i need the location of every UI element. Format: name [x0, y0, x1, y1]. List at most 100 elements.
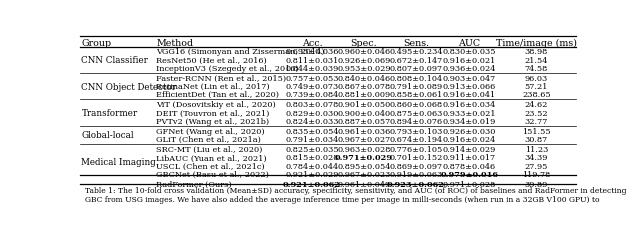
Text: 0.923±0.062: 0.923±0.062	[387, 180, 445, 188]
Text: 0.914±0.029: 0.914±0.029	[443, 146, 496, 153]
Text: 0.913±0.066: 0.913±0.066	[443, 83, 496, 91]
Text: 0.784±0.044: 0.784±0.044	[285, 162, 339, 170]
Text: 11.23: 11.23	[525, 146, 548, 153]
Text: PVTv2 (Wang et al., 2021b): PVTv2 (Wang et al., 2021b)	[156, 117, 269, 125]
Text: 0.936±0.024: 0.936±0.024	[443, 65, 496, 73]
Text: 0.858±0.061: 0.858±0.061	[389, 91, 443, 99]
Text: InceptionV3 (Szegedy et al., 2016): InceptionV3 (Szegedy et al., 2016)	[156, 65, 299, 73]
Text: Sens.: Sens.	[403, 39, 429, 48]
Text: Method: Method	[156, 39, 193, 48]
Text: 24.62: 24.62	[525, 101, 548, 109]
Text: 32.77: 32.77	[525, 117, 548, 125]
Text: 0.844±0.039: 0.844±0.039	[285, 65, 339, 73]
Text: 0.829±0.030: 0.829±0.030	[285, 109, 339, 117]
Text: 0.921±0.029: 0.921±0.029	[285, 170, 339, 178]
Text: Acc.: Acc.	[301, 39, 322, 48]
Text: 0.916±0.041: 0.916±0.041	[443, 91, 496, 99]
Text: 96.03: 96.03	[525, 75, 548, 83]
Text: 0.967±0.027: 0.967±0.027	[337, 136, 390, 143]
Text: DEIT (Touvron et al., 2021): DEIT (Touvron et al., 2021)	[156, 109, 269, 117]
Text: 238.65: 238.65	[522, 91, 550, 99]
Text: CNN Object Detector: CNN Object Detector	[81, 82, 177, 91]
Text: GFNet (Wang et al., 2020): GFNet (Wang et al., 2020)	[156, 127, 265, 135]
Text: 0.881±0.009: 0.881±0.009	[337, 91, 390, 99]
Text: 0.960±0.046: 0.960±0.046	[337, 48, 390, 56]
Text: 0.926±0.069: 0.926±0.069	[337, 56, 390, 64]
Text: AUC: AUC	[458, 39, 481, 48]
Text: SRC-MT (Liu et al., 2020): SRC-MT (Liu et al., 2020)	[156, 146, 263, 153]
Text: 0.693±0.036: 0.693±0.036	[285, 48, 339, 56]
Text: 0.739±0.084: 0.739±0.084	[285, 91, 339, 99]
Text: 0.495±0.234: 0.495±0.234	[389, 48, 443, 56]
Text: 0.961±0.049: 0.961±0.049	[337, 180, 390, 188]
Text: 0.749±0.073: 0.749±0.073	[285, 83, 339, 91]
Text: 0.953±0.029: 0.953±0.029	[337, 65, 390, 73]
Text: 0.979±0.016: 0.979±0.016	[440, 170, 499, 178]
Text: 0.808±0.104: 0.808±0.104	[390, 75, 443, 83]
Text: 0.887±0.057: 0.887±0.057	[337, 117, 390, 125]
Text: 0.830±0.035: 0.830±0.035	[443, 48, 496, 56]
Text: 0.895±0.054: 0.895±0.054	[337, 162, 390, 170]
Text: 0.901±0.050: 0.901±0.050	[337, 101, 390, 109]
Text: 0.916±0.034: 0.916±0.034	[443, 101, 496, 109]
Text: 0.967±0.023: 0.967±0.023	[337, 170, 390, 178]
Text: 0.963±0.028: 0.963±0.028	[337, 146, 390, 153]
Text: 0.916±0.024: 0.916±0.024	[443, 136, 496, 143]
Text: 0.860±0.068: 0.860±0.068	[390, 101, 443, 109]
Text: Global-local: Global-local	[81, 131, 134, 140]
Text: 151.55: 151.55	[522, 127, 550, 135]
Text: 0.776±0.105: 0.776±0.105	[389, 146, 443, 153]
Text: 0.919±0.063: 0.919±0.063	[389, 170, 443, 178]
Text: 0.807±0.097: 0.807±0.097	[390, 65, 443, 73]
Text: 0.815±0.028: 0.815±0.028	[285, 154, 339, 162]
Text: 0.926±0.030: 0.926±0.030	[443, 127, 496, 135]
Text: 0.875±0.063: 0.875±0.063	[389, 109, 443, 117]
Text: 23.52: 23.52	[525, 109, 548, 117]
Text: 0.840±0.046: 0.840±0.046	[337, 75, 390, 83]
Text: 0.867±0.078: 0.867±0.078	[337, 83, 390, 91]
Text: GBCNet (Basu et al., 2022): GBCNet (Basu et al., 2022)	[156, 170, 269, 178]
Text: 38.98: 38.98	[525, 48, 548, 56]
Text: ViT (Dosovitskiy et al., 2020): ViT (Dosovitskiy et al., 2020)	[156, 101, 276, 109]
Text: 0.701±0.152: 0.701±0.152	[389, 154, 443, 162]
Text: 0.869±0.097: 0.869±0.097	[390, 162, 443, 170]
Text: RadFormer (Ours): RadFormer (Ours)	[156, 180, 232, 188]
Text: 0.791±0.089: 0.791±0.089	[390, 83, 443, 91]
Text: 0.824±0.033: 0.824±0.033	[285, 117, 339, 125]
Text: 74.58: 74.58	[525, 65, 548, 73]
Text: 0.672±0.147: 0.672±0.147	[389, 56, 443, 64]
Text: 0.894±0.076: 0.894±0.076	[390, 117, 443, 125]
Text: Spec.: Spec.	[351, 39, 377, 48]
Text: 0.900±0.040: 0.900±0.040	[337, 109, 390, 117]
Text: 27.95: 27.95	[525, 162, 548, 170]
Text: USCL (Chen et al., 2021c): USCL (Chen et al., 2021c)	[156, 162, 265, 170]
Text: Group: Group	[82, 39, 112, 48]
Text: 0.835±0.054: 0.835±0.054	[285, 127, 339, 135]
Text: 0.825±0.035: 0.825±0.035	[285, 146, 339, 153]
Text: 0.933±0.021: 0.933±0.021	[443, 109, 496, 117]
Text: 0.961±0.036: 0.961±0.036	[337, 127, 390, 135]
Text: 0.971±0.028: 0.971±0.028	[443, 180, 496, 188]
Text: EfficientDet (Tan et al., 2020): EfficientDet (Tan et al., 2020)	[156, 91, 280, 99]
Text: 0.903±0.047: 0.903±0.047	[443, 75, 496, 83]
Text: Faster-RCNN (Ren et al., 2015): Faster-RCNN (Ren et al., 2015)	[156, 75, 287, 83]
Text: 0.878±0.046: 0.878±0.046	[443, 162, 496, 170]
Text: Medical Imaging: Medical Imaging	[81, 157, 156, 166]
Text: 119.78: 119.78	[522, 170, 550, 178]
Text: 0.934±0.019: 0.934±0.019	[443, 117, 496, 125]
Text: 34.39: 34.39	[525, 154, 548, 162]
Text: 0.791±0.034: 0.791±0.034	[285, 136, 339, 143]
Text: 0.674±0.194: 0.674±0.194	[390, 136, 443, 143]
Text: LibAUC (Yuan et al., 2021): LibAUC (Yuan et al., 2021)	[156, 154, 267, 162]
Text: 30.87: 30.87	[525, 136, 548, 143]
Text: 0.921±0.062: 0.921±0.062	[283, 180, 341, 188]
Text: 0.803±0.078: 0.803±0.078	[285, 101, 339, 109]
Text: 0.793±0.103: 0.793±0.103	[389, 127, 443, 135]
Text: RetinaNet (Lin et al., 2017): RetinaNet (Lin et al., 2017)	[156, 83, 270, 91]
Text: 0.911±0.017: 0.911±0.017	[443, 154, 496, 162]
Text: ResNet50 (He et al., 2016): ResNet50 (He et al., 2016)	[156, 56, 267, 64]
Text: CNN Classifier: CNN Classifier	[81, 56, 148, 65]
Text: VGG16 (Simonyan and Zisserman, 2014): VGG16 (Simonyan and Zisserman, 2014)	[156, 48, 325, 56]
Text: Table 1: The 10-fold cross validation (Mean±SD) accuracy, specificity, sensitivi: Table 1: The 10-fold cross validation (M…	[85, 186, 627, 204]
Text: 21.54: 21.54	[525, 56, 548, 64]
